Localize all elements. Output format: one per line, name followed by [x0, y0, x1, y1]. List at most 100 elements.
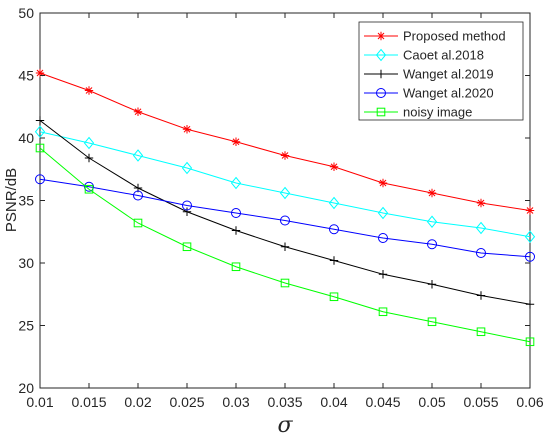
- series-0: [35, 68, 535, 215]
- data-point: [476, 291, 486, 300]
- data-point: [427, 317, 437, 327]
- data-point: [84, 181, 94, 192]
- x-tick-label: 0.05: [418, 394, 445, 410]
- legend-item: Wanget al.2019: [364, 67, 494, 82]
- y-tick-label: 40: [18, 130, 34, 146]
- data-point: [377, 206, 389, 220]
- legend-label: Wanget al.2020: [403, 86, 494, 101]
- data-point: [34, 125, 46, 139]
- x-tick-label: 0.04: [320, 394, 347, 410]
- data-point: [280, 242, 290, 251]
- data-point: [231, 226, 241, 235]
- y-tick-label: 50: [18, 5, 34, 21]
- data-point: [84, 153, 94, 163]
- data-point: [427, 188, 437, 198]
- data-point: [133, 190, 143, 201]
- legend-item: Wanget al.2020: [364, 86, 494, 101]
- series-4: [35, 143, 535, 347]
- legend-label: Wanget al.2019: [403, 67, 494, 82]
- y-tick-label: 30: [18, 255, 34, 271]
- y-axis-label: PSNR/dB: [3, 168, 20, 232]
- data-point: [378, 307, 388, 317]
- x-axis-label: σ: [277, 413, 293, 437]
- data-point: [132, 149, 144, 162]
- x-tick-label: 0.035: [267, 394, 302, 410]
- data-point: [133, 107, 143, 116]
- data-point: [231, 137, 241, 146]
- x-tick-label: 0.06: [516, 394, 543, 410]
- series-line: [39, 178, 531, 258]
- data-point: [378, 233, 388, 243]
- series-layer: [34, 68, 536, 347]
- legend-item: noisy image: [364, 105, 472, 120]
- data-point: [328, 196, 340, 210]
- data-point: [84, 86, 94, 95]
- data-point: [329, 162, 339, 171]
- data-point: [476, 327, 486, 337]
- data-point: [133, 218, 143, 228]
- data-point: [475, 221, 487, 235]
- data-point: [181, 161, 193, 175]
- data-point: [329, 256, 339, 265]
- legend-marker: [376, 69, 386, 79]
- data-point: [279, 186, 291, 200]
- y-tick-label: 35: [18, 193, 34, 209]
- legend-label: Caoet al.2018: [403, 48, 484, 63]
- series-3: [35, 174, 535, 262]
- data-point: [525, 300, 535, 309]
- legend-box: [358, 21, 524, 121]
- data-point: [280, 215, 290, 226]
- data-point: [476, 198, 486, 208]
- data-point: [426, 215, 438, 229]
- data-point: [525, 206, 535, 215]
- data-point: [231, 208, 241, 218]
- data-point: [427, 280, 437, 289]
- legend-marker: [376, 31, 386, 41]
- y-tick-label: 25: [18, 318, 34, 334]
- data-point: [329, 224, 339, 235]
- data-point: [182, 242, 192, 252]
- series-1: [34, 125, 536, 244]
- series-line: [39, 147, 531, 343]
- x-tick-label: 0.055: [463, 394, 498, 410]
- data-point: [35, 116, 45, 125]
- x-tick-label: 0.01: [26, 394, 53, 410]
- legend: Proposed method Caoet al.2018 Wanget al.20…: [358, 21, 524, 121]
- legend-marker: [375, 48, 387, 62]
- y-tick-label: 45: [18, 68, 34, 84]
- data-point: [84, 184, 94, 194]
- legend-label: noisy image: [403, 105, 472, 120]
- data-point: [525, 337, 535, 347]
- legend-marker: [376, 88, 386, 98]
- data-point: [182, 207, 192, 216]
- data-point: [524, 230, 536, 244]
- x-tick-label: 0.045: [365, 394, 400, 410]
- data-point: [280, 151, 290, 160]
- data-point: [427, 239, 437, 250]
- series-line: [39, 131, 531, 238]
- data-point: [280, 278, 290, 288]
- y-tick-label: 20: [18, 380, 34, 396]
- data-point: [231, 262, 241, 272]
- x-tick-label: 0.02: [124, 394, 151, 410]
- data-point: [476, 248, 486, 258]
- x-tick-label: 0.015: [71, 394, 106, 410]
- data-point: [35, 174, 45, 185]
- data-point: [182, 200, 192, 211]
- data-point: [35, 143, 45, 153]
- x-tick-label: 0.025: [169, 394, 204, 410]
- data-point: [230, 176, 242, 190]
- data-point: [525, 251, 535, 262]
- legend-item: Proposed method: [364, 29, 506, 44]
- data-point: [378, 178, 388, 188]
- data-point: [83, 136, 95, 150]
- legend-marker: [376, 107, 386, 117]
- legend-label: Proposed method: [403, 29, 506, 44]
- data-point: [182, 125, 192, 134]
- x-tick-label: 0.03: [222, 394, 249, 410]
- ticks-layer: 0.01 0.015 0.02 0.025 0.03 0.035 0.04 0.045 0.05…: [18, 5, 543, 410]
- legend-item: Caoet al.2018: [364, 48, 484, 63]
- data-point: [378, 270, 388, 279]
- data-point: [329, 292, 339, 302]
